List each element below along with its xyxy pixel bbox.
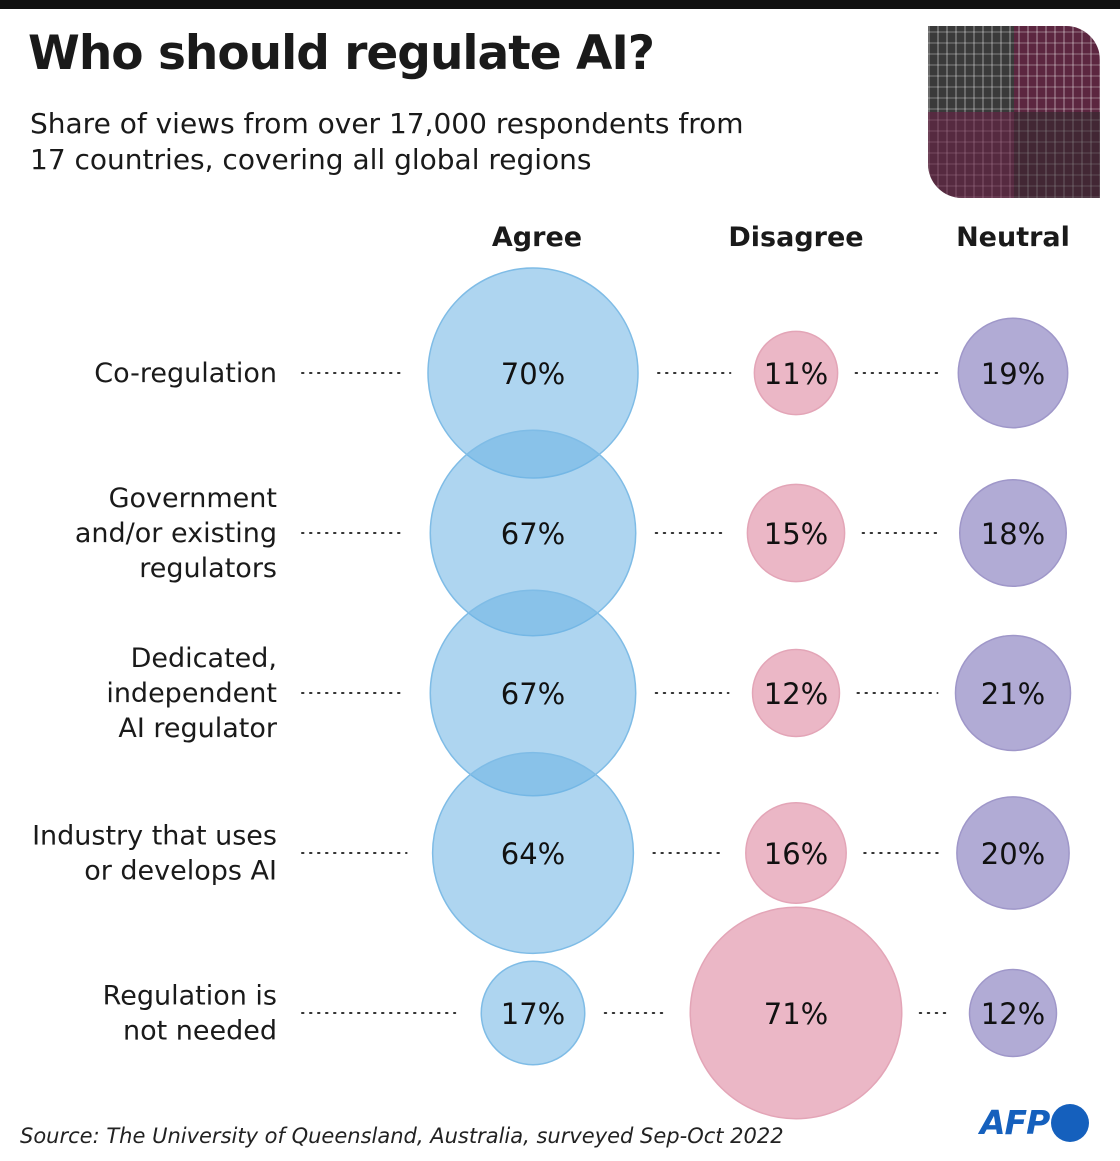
value-label: 20% [981, 837, 1045, 871]
top-bar [0, 0, 1120, 9]
column-header-neutral: Neutral [956, 222, 1070, 253]
column-header-agree: Agree [492, 222, 582, 253]
value-label: 12% [981, 997, 1045, 1031]
value-label: 67% [501, 517, 565, 551]
page-title: Who should regulate AI? [28, 26, 655, 81]
afp-logo-text: AFP [980, 1103, 1050, 1142]
bubble-agree [431, 751, 635, 955]
value-label: 19% [981, 357, 1045, 391]
bubble-disagree [745, 802, 847, 904]
bubble-disagree [753, 330, 839, 416]
bubble-neutral [956, 796, 1070, 910]
value-label: 71% [764, 997, 828, 1031]
source-note: Source: The University of Queensland, Au… [20, 1124, 784, 1148]
value-label: 18% [981, 517, 1045, 551]
value-label: 70% [501, 357, 565, 391]
afp-logo: AFP [980, 1103, 1090, 1142]
row-label: Co-regulation [94, 358, 277, 389]
row-label: Regulation is [103, 981, 277, 1012]
value-label: 11% [764, 357, 828, 391]
bubble-disagree [689, 906, 903, 1120]
bubble-neutral [954, 634, 1072, 752]
value-label: 17% [501, 997, 565, 1031]
bubble-neutral [957, 317, 1069, 429]
afp-logo-dot [1051, 1103, 1090, 1142]
value-label: 16% [764, 837, 828, 871]
value-label: 15% [764, 517, 828, 551]
row-label: Dedicated, [131, 643, 277, 674]
bubble-agree [480, 960, 586, 1066]
subtitle: Share of views from over 17,000 responde… [30, 107, 744, 176]
row-label: independent [106, 678, 277, 709]
circuit-board-image [928, 26, 1100, 198]
row-label: and/or existing [75, 518, 277, 549]
bubble-neutral [959, 479, 1067, 587]
row-label: AI regulator [118, 713, 278, 744]
row-label: Government [109, 483, 277, 514]
row-label: regulators [139, 553, 277, 584]
bubble-neutral [968, 968, 1058, 1058]
row-label: not needed [123, 1016, 277, 1047]
row-label: or develops AI [84, 856, 277, 887]
row-label: Industry that uses [32, 821, 277, 852]
bubble-disagree [751, 648, 841, 738]
value-label: 21% [981, 677, 1045, 711]
value-label: 64% [501, 837, 565, 871]
value-label: 67% [501, 677, 565, 711]
bubble-disagree [746, 483, 846, 583]
column-header-disagree: Disagree [728, 222, 863, 253]
value-label: 12% [764, 677, 828, 711]
